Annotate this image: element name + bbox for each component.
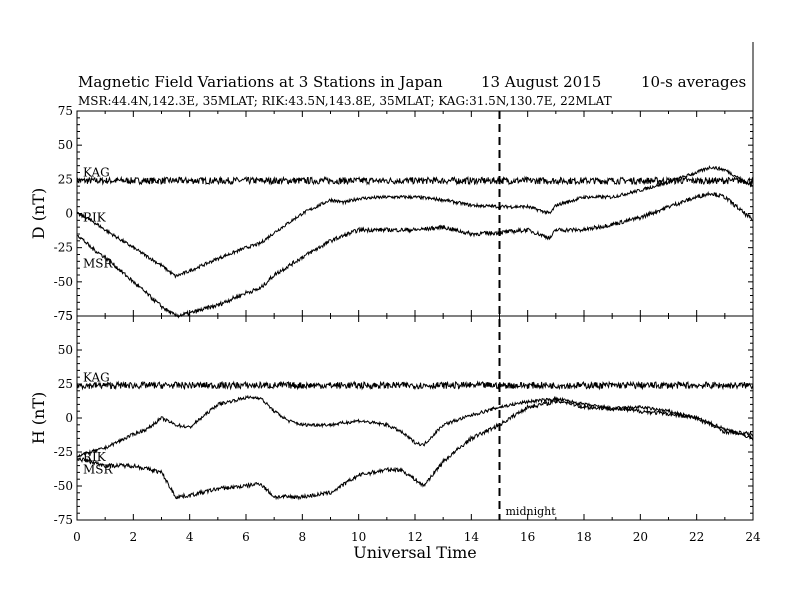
chart-date: 13 August 2015 — [481, 73, 601, 91]
x-tick-label: 0 — [73, 530, 81, 544]
d-y-axis — [77, 110, 753, 317]
h-series-msr-label: MSR — [83, 463, 114, 477]
d-y-tick-label: -50 — [54, 275, 73, 289]
x-tick-label: 22 — [689, 530, 704, 544]
d-y-tick-label: -25 — [54, 241, 73, 255]
h-y-tick-label: 50 — [58, 343, 73, 357]
d-y-tick-label: 50 — [58, 138, 73, 152]
h-y-axis — [77, 315, 753, 521]
d-y-tick-label: 0 — [65, 207, 73, 221]
h-panel-frame — [76, 315, 754, 521]
d-series-msr-label: MSR — [83, 257, 114, 271]
x-tick-label: 12 — [407, 530, 422, 544]
d-panel: 75 50 25 0 -25 -50 -75 D (nT) KAG RIK MS… — [29, 104, 754, 323]
h-y-tick-label: 0 — [65, 411, 73, 425]
h-series-kag-line — [76, 380, 754, 391]
x-tick-label: 2 — [130, 530, 138, 544]
d-y-axis-title: D (nT) — [29, 188, 48, 239]
d-y-tick-labels: 75 50 25 0 -25 -50 -75 — [54, 104, 73, 323]
x-tick-label: 20 — [633, 530, 648, 544]
x-tick-label: 4 — [186, 530, 194, 544]
x-axis — [76, 111, 754, 520]
x-tick-label: 24 — [745, 530, 761, 544]
d-series-msr-line — [76, 190, 754, 319]
d-series-rik-line — [76, 165, 754, 279]
h-y-tick-labels: 75 50 25 0 -25 -50 -75 — [54, 309, 73, 527]
d-y-tick-label: 25 — [58, 172, 73, 186]
x-tick-label: 18 — [576, 530, 591, 544]
h-y-tick-label: -25 — [54, 445, 73, 459]
x-tick-labels: 0 2 4 6 8 10 12 14 16 18 20 22 24 — [73, 530, 761, 544]
x-tick-label: 16 — [520, 530, 535, 544]
h-series-kag-label: KAG — [83, 370, 110, 384]
h-y-tick-label: -75 — [54, 513, 73, 527]
h-y-tick-label: 75 — [58, 309, 73, 323]
x-tick-label: 14 — [464, 530, 480, 544]
d-y-tick-label: -75 — [54, 309, 73, 323]
h-panel: 75 50 25 0 -25 -50 -75 H (nT) KAG RIK MS… — [29, 309, 754, 527]
h-series-rik-line — [76, 394, 754, 458]
d-series-rik-label: RIK — [83, 211, 107, 225]
x-tick-label: 10 — [351, 530, 366, 544]
x-tick-label: 8 — [299, 530, 307, 544]
d-series-kag-label: KAG — [83, 166, 110, 180]
h-series-msr-line — [76, 398, 754, 501]
h-y-tick-label: -50 — [54, 479, 73, 493]
h-y-axis-title: H (nT) — [29, 392, 48, 445]
d-y-tick-label: 75 — [58, 104, 73, 118]
chart-title: Magnetic Field Variations at 3 Stations … — [78, 73, 443, 91]
h-y-tick-label: 25 — [58, 377, 73, 391]
midnight-label: midnight — [506, 505, 557, 518]
x-axis-title: Universal Time — [353, 543, 476, 562]
d-series-kag-line — [76, 175, 754, 186]
h-series-rik-label: RIK — [83, 450, 107, 464]
chart-note: 10-s averages — [641, 73, 746, 91]
x-tick-label: 6 — [242, 530, 250, 544]
chart-subtitle: MSR:44.4N,142.3E, 35MLAT; RIK:43.5N,143.… — [78, 94, 612, 108]
